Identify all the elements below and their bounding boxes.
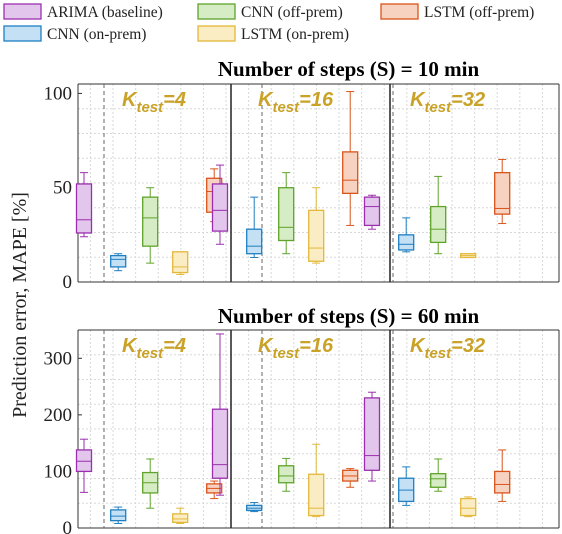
box-iqr [494,171,511,215]
box-iqr [278,187,295,242]
box-cnn-on-prem [110,253,127,272]
box-arima-baseline [363,391,381,482]
box-iqr [278,465,295,484]
box-cnn-off-prem [278,457,295,492]
box-arima-baseline [363,194,381,230]
panel-10min: 0 50 100 Number of steps (S) = 10 min Ktest=… [44,57,560,293]
y-axis-label: Prediction error, MAPE [%] [9,192,31,418]
box-iqr [460,497,477,517]
box-iqr [363,196,381,227]
panel-title: Number of steps (S) = 10 min [218,57,480,81]
legend-swatch [3,25,42,42]
box-iqr [342,151,359,195]
box-iqr [75,449,93,473]
box-iqr [172,251,189,274]
box-iqr [246,228,263,255]
y-tick-label: 50 [53,178,72,199]
box-arima-baseline [211,164,229,245]
legend: ARIMA (baseline) CNN (off-prem) LSTM (off-… [3,3,534,43]
group-annotation: Ktest=16 [258,335,334,362]
box-iqr [110,509,127,522]
y-tick-label: 0 [63,272,73,293]
y-tick-label: 0 [63,518,73,534]
legend-label: LSTM (on-prem) [241,26,349,43]
box-lstm-on-prem [172,251,189,275]
box-cnn-off-prem [142,187,159,264]
box-cnn-on-prem [246,502,263,513]
box-iqr [308,473,325,517]
box-cnn-off-prem [142,458,159,509]
box-iqr [398,234,415,251]
group-annotation: Ktest=4 [122,335,186,362]
box-arima-baseline [211,333,229,496]
box-cnn-on-prem [110,506,127,524]
y-tick-label: 300 [44,348,73,369]
box-lstm-off-prem [494,158,511,225]
legend-swatch [3,3,42,20]
box-cnn-on-prem [398,217,415,253]
box-cnn-off-prem [430,175,447,255]
legend-swatch [380,3,419,20]
box-lstm-on-prem [460,253,477,259]
box-iqr [308,209,325,262]
box-lstm-on-prem [308,443,325,518]
box-lstm-on-prem [308,187,325,264]
box-cnn-off-prem [278,172,295,255]
box-lstm-off-prem [206,480,223,500]
panel-title: Number of steps (S) = 60 min [218,304,480,328]
box-cnn-on-prem [398,466,415,506]
legend-swatch [197,25,236,42]
box-iqr [430,205,447,244]
box-arima-baseline [75,172,93,238]
legend-swatch [197,3,236,20]
box-lstm-off-prem [494,449,511,502]
legend-label: CNN (on-prem) [47,26,146,43]
box-lstm-off-prem [342,91,359,226]
box-lstm-on-prem [460,496,477,518]
box-iqr [363,397,381,471]
legend-label: LSTM (off-prem) [424,4,534,21]
box-cnn-off-prem [430,458,447,492]
y-tick-label: 100 [44,461,73,482]
box-lstm-off-prem [342,468,359,488]
group-annotation: Ktest=16 [258,89,334,116]
legend-label: ARIMA (baseline) [47,4,163,21]
box-cnn-on-prem [246,196,263,258]
box-arima-baseline [75,438,93,493]
group-annotation: Ktest=32 [410,89,485,116]
group-annotation: Ktest=32 [410,335,485,362]
box-iqr [172,513,189,523]
box-lstm-on-prem [172,507,189,524]
box-iqr [211,408,229,479]
box-iqr [430,473,447,488]
box-iqr [494,470,511,494]
box-iqr [211,183,229,232]
panel-60min: 0 100 200 300 Number of steps (S) = 60 min Kt… [44,304,560,534]
legend-label: CNN (off-prem) [241,4,343,21]
y-tick-label: 100 [44,83,73,104]
box-iqr [142,196,159,247]
box-iqr [110,254,127,268]
group-annotation: Ktest=4 [122,89,186,116]
y-tick-label: 200 [44,405,73,426]
box-iqr [75,183,93,234]
